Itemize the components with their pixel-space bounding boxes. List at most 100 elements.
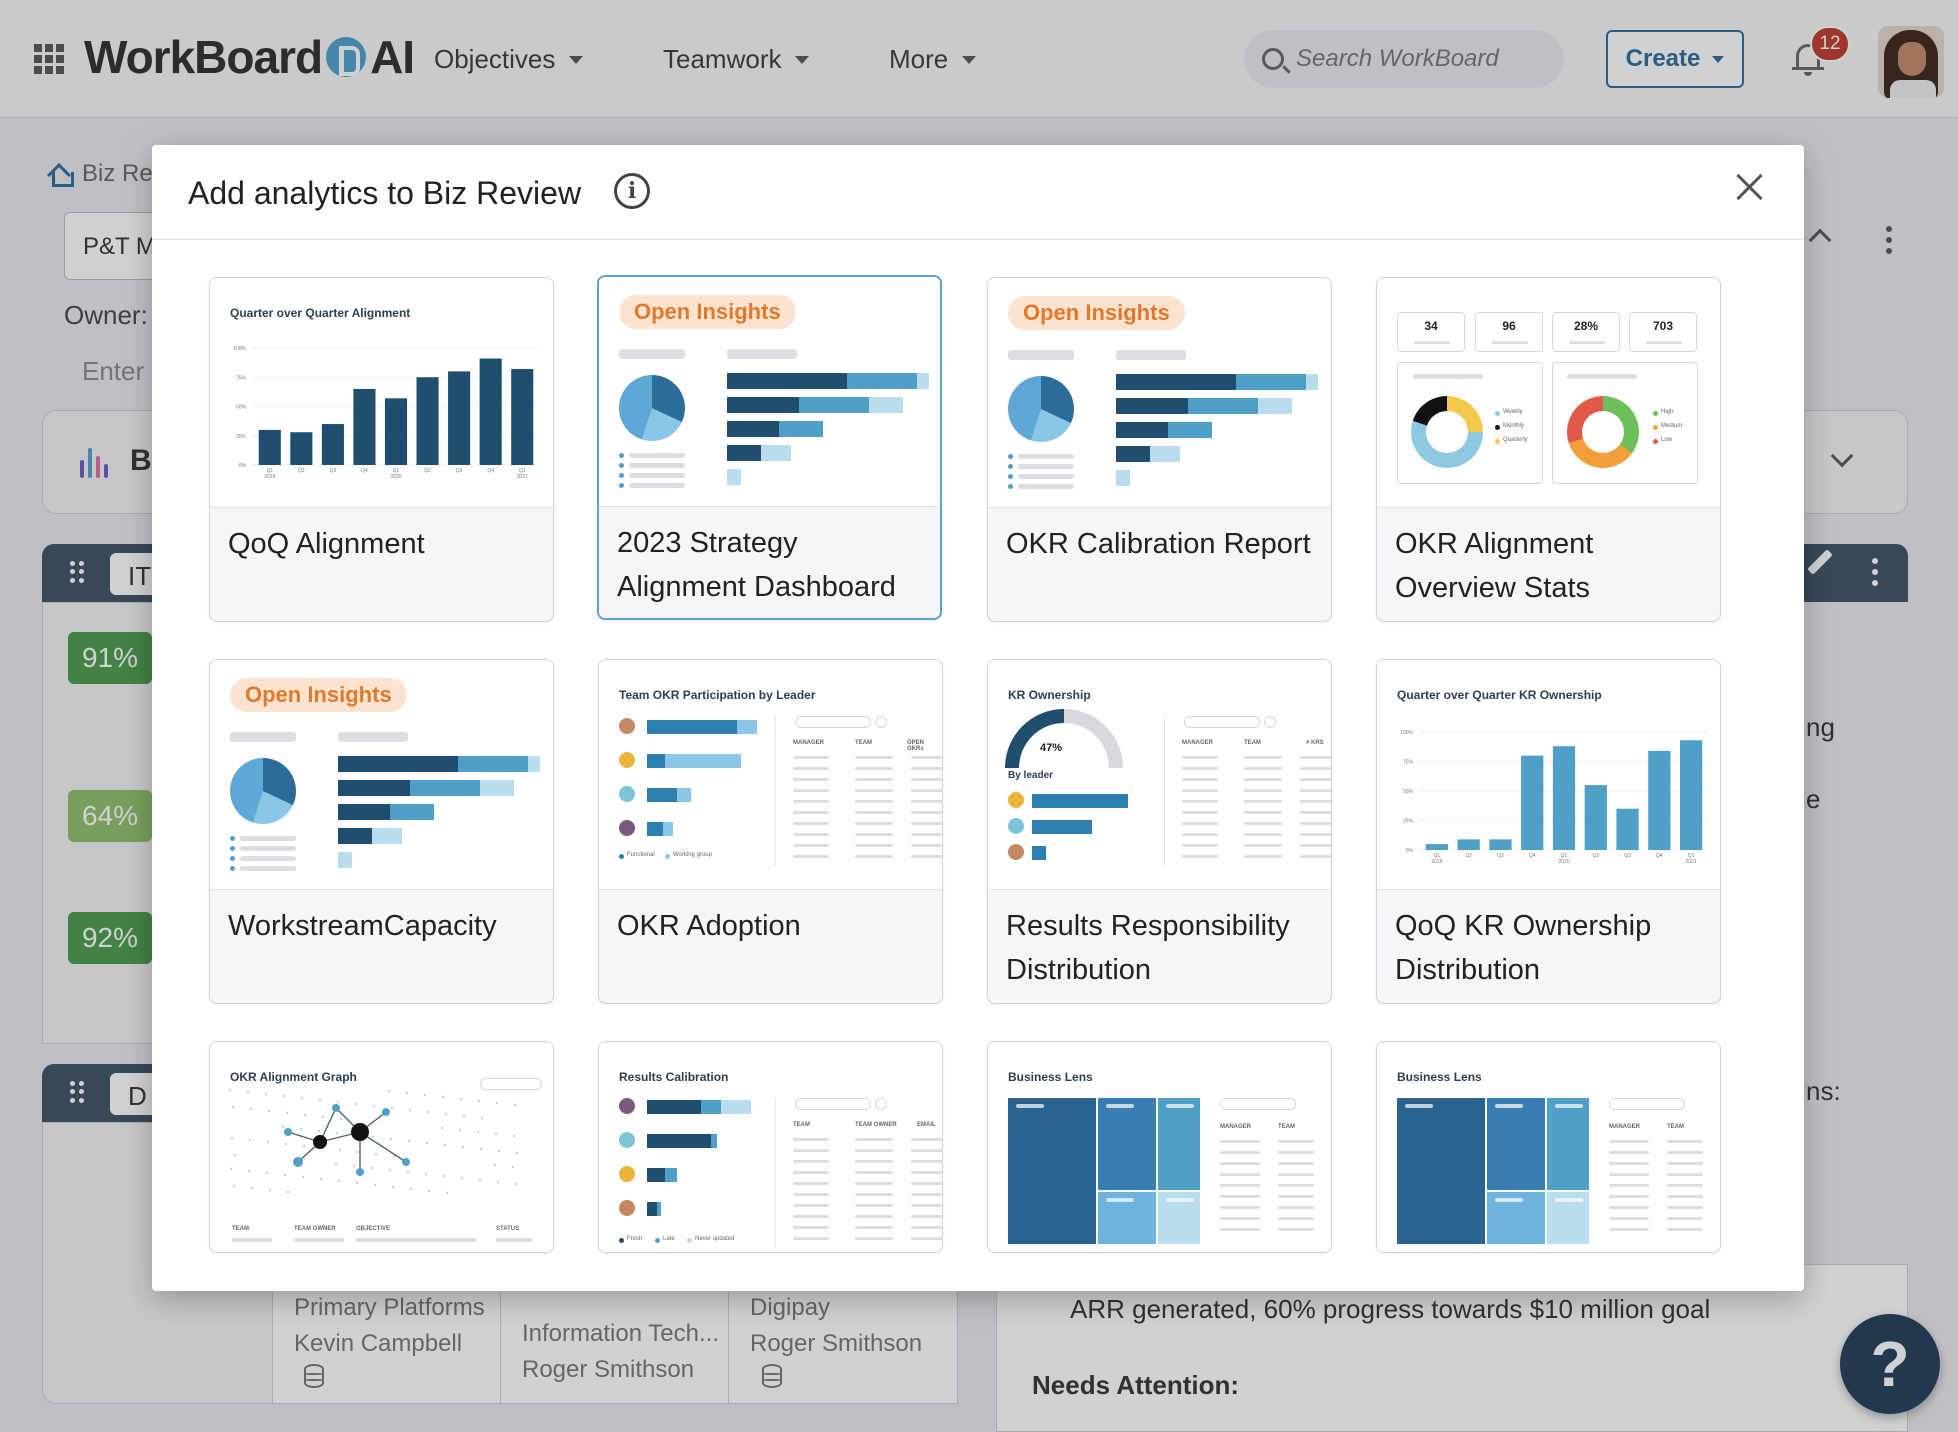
- placeholder-line: [1244, 767, 1282, 770]
- placeholder-line: [855, 767, 893, 770]
- analytics-tile-business-lens[interactable]: Business Lens MANAGER TEAM: [987, 1041, 1332, 1253]
- stat-value: 703: [1652, 319, 1674, 333]
- graph-dot: [494, 1132, 498, 1136]
- analytics-tile-results-responsibility[interactable]: KR Ownership 47% By leader MANAGER TEAM …: [987, 659, 1332, 1004]
- x-tick-label: 2019: [1431, 859, 1442, 865]
- placeholder-line: [629, 453, 685, 458]
- graph-dot: [284, 1142, 288, 1146]
- preview-title: Business Lens: [1008, 1070, 1093, 1084]
- kr-ownership-gauge: [1005, 709, 1123, 769]
- graph-dot: [339, 1117, 343, 1121]
- breadcrumb[interactable]: Biz Re: [48, 160, 153, 188]
- tile-preview: Results Calibration Fresh Late Never upd…: [599, 1042, 942, 1252]
- placeholder-line: [911, 1160, 942, 1163]
- analytics-tile-alignment-overview-stats[interactable]: 34 96 28% 703 Weekly Monthly Quarterly H…: [1376, 277, 1721, 622]
- column-header: MANAGER: [1220, 1124, 1251, 1130]
- graph-dot: [321, 1115, 325, 1119]
- graph-dot: [334, 1162, 338, 1166]
- placeholder-line: [1182, 811, 1218, 814]
- bar: [448, 371, 471, 465]
- nav-more[interactable]: More: [889, 44, 977, 75]
- placeholder-line: [1220, 1151, 1260, 1154]
- column-header: # KRS: [1306, 740, 1324, 746]
- placeholder-line: [1278, 1195, 1314, 1198]
- analytics-tile-strategy-alignment[interactable]: Open Insights 2023 Strategy Alignment Da…: [597, 275, 942, 620]
- legend-label: Functional: [627, 852, 655, 858]
- placeholder-line: [338, 732, 408, 742]
- graph-node: [402, 1158, 410, 1166]
- more-options-icon[interactable]: [1872, 558, 1878, 591]
- workboard-logo[interactable]: WorkBoard AI: [84, 30, 415, 84]
- analytics-tile-business-lens[interactable]: Business Lens MANAGER TEAM: [1376, 1041, 1721, 1253]
- legend-label: Working group: [673, 852, 712, 858]
- drag-handle-icon[interactable]: [70, 561, 84, 583]
- placeholder-line: [855, 800, 893, 803]
- bar: [1521, 755, 1544, 850]
- help-button[interactable]: ?: [1840, 1314, 1940, 1414]
- bar-segment: [528, 756, 540, 772]
- graph-dot: [282, 1094, 286, 1098]
- placeholder-line: [727, 349, 797, 359]
- placeholder-line: [1106, 1198, 1134, 1202]
- analytics-tile-results-calibration[interactable]: Results Calibration Fresh Late Never upd…: [598, 1041, 943, 1253]
- graph-dot: [303, 1113, 307, 1117]
- placeholder-line: [855, 822, 893, 825]
- placeholder-line: [855, 789, 893, 792]
- drag-handle-icon[interactable]: [70, 1081, 84, 1103]
- placeholder-line: [911, 1138, 942, 1141]
- graph-dot: [264, 1092, 268, 1096]
- bar-segment: [372, 828, 402, 844]
- graph-dot: [409, 1187, 413, 1191]
- analytics-tile-okr-calibration[interactable]: Open Insights OKR Calibration Report: [987, 277, 1332, 622]
- placeholder-line: [1220, 1206, 1260, 1209]
- create-button-label: Create: [1625, 45, 1701, 72]
- create-button[interactable]: Create: [1606, 30, 1744, 88]
- user-avatar[interactable]: [1878, 26, 1944, 98]
- placeholder-line: [1182, 833, 1218, 836]
- tile-preview: OKR Alignment Graph TEAM TEAM OWNER OBJE…: [210, 1042, 553, 1252]
- search-input[interactable]: [1296, 45, 1546, 73]
- graph-dot: [336, 1100, 340, 1104]
- graph-node: [313, 1135, 327, 1149]
- nav-objectives-label: Objectives: [434, 44, 556, 74]
- placeholder-line: [1278, 1228, 1314, 1231]
- placeholder-line: [911, 767, 942, 770]
- graph-dot: [281, 1125, 285, 1129]
- treemap-cell: [1487, 1098, 1545, 1190]
- graph-dot: [302, 1144, 306, 1148]
- column-header: TEAM: [1244, 740, 1261, 746]
- placeholder-line: [911, 1182, 942, 1185]
- bar-segment: [761, 445, 791, 461]
- x-tick-label: Q1: [1561, 853, 1568, 859]
- placeholder-line: [629, 483, 685, 488]
- treemap-cell: [1547, 1098, 1589, 1190]
- analytics-tile-qoq-alignment[interactable]: Quarter over Quarter Alignment 100% 75% 50…: [209, 277, 554, 622]
- bar-segment: [1116, 446, 1150, 462]
- placeholder-line: [619, 349, 685, 359]
- pie-chart: [619, 375, 685, 441]
- graph-dot: [283, 1173, 287, 1177]
- graph-dot: [355, 1181, 359, 1185]
- nav-objectives[interactable]: Objectives: [434, 44, 584, 75]
- graph-dot: [461, 1145, 465, 1149]
- analytics-tile-workstream-capacity[interactable]: Open Insights WorkstreamCapacity: [209, 659, 554, 1004]
- treemap-cell: [1487, 1192, 1545, 1244]
- analytics-tile-okr-alignment-graph[interactable]: OKR Alignment Graph TEAM TEAM OWNER OBJE…: [209, 1041, 554, 1253]
- info-icon[interactable]: i: [614, 173, 650, 209]
- pie-chart: [1008, 376, 1074, 442]
- placeholder-line: [911, 1193, 942, 1196]
- x-tick-label: 2021: [517, 474, 528, 480]
- bar: [1457, 839, 1480, 850]
- analytics-tile-qoq-kr-ownership[interactable]: Quarter over Quarter KR Ownership 100% 75…: [1376, 659, 1721, 1004]
- app-grid-icon[interactable]: [34, 44, 64, 74]
- placeholder-line: [1555, 1104, 1583, 1108]
- nav-teamwork[interactable]: Teamwork: [663, 44, 810, 75]
- graph-dot: [480, 1116, 484, 1120]
- analytics-tile-okr-adoption[interactable]: Team OKR Participation by Leader Functio…: [598, 659, 943, 1004]
- owner-input[interactable]: Enter: [82, 356, 145, 386]
- placeholder-line: [1278, 1140, 1314, 1143]
- more-options-icon[interactable]: [1886, 226, 1892, 259]
- close-icon[interactable]: [1732, 169, 1768, 205]
- search-bar[interactable]: [1244, 30, 1564, 88]
